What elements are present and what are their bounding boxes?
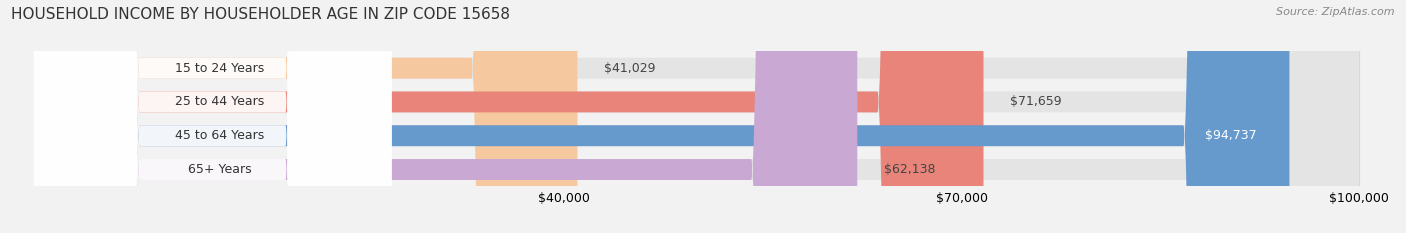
- FancyBboxPatch shape: [34, 0, 1289, 233]
- Text: Source: ZipAtlas.com: Source: ZipAtlas.com: [1277, 7, 1395, 17]
- FancyBboxPatch shape: [34, 0, 391, 233]
- Text: HOUSEHOLD INCOME BY HOUSEHOLDER AGE IN ZIP CODE 15658: HOUSEHOLD INCOME BY HOUSEHOLDER AGE IN Z…: [11, 7, 510, 22]
- FancyBboxPatch shape: [34, 0, 391, 233]
- Text: 45 to 64 Years: 45 to 64 Years: [174, 129, 264, 142]
- FancyBboxPatch shape: [34, 0, 1360, 233]
- FancyBboxPatch shape: [34, 0, 1360, 233]
- FancyBboxPatch shape: [34, 0, 391, 233]
- FancyBboxPatch shape: [34, 0, 578, 233]
- FancyBboxPatch shape: [34, 0, 983, 233]
- Text: 65+ Years: 65+ Years: [188, 163, 252, 176]
- Text: 25 to 44 Years: 25 to 44 Years: [174, 96, 264, 108]
- Text: $94,737: $94,737: [1205, 129, 1257, 142]
- FancyBboxPatch shape: [34, 0, 391, 233]
- Text: $41,029: $41,029: [605, 62, 655, 75]
- FancyBboxPatch shape: [34, 0, 1360, 233]
- FancyBboxPatch shape: [34, 0, 858, 233]
- FancyBboxPatch shape: [34, 0, 1360, 233]
- Text: 15 to 24 Years: 15 to 24 Years: [174, 62, 264, 75]
- Text: $71,659: $71,659: [1010, 96, 1062, 108]
- Text: $62,138: $62,138: [884, 163, 935, 176]
